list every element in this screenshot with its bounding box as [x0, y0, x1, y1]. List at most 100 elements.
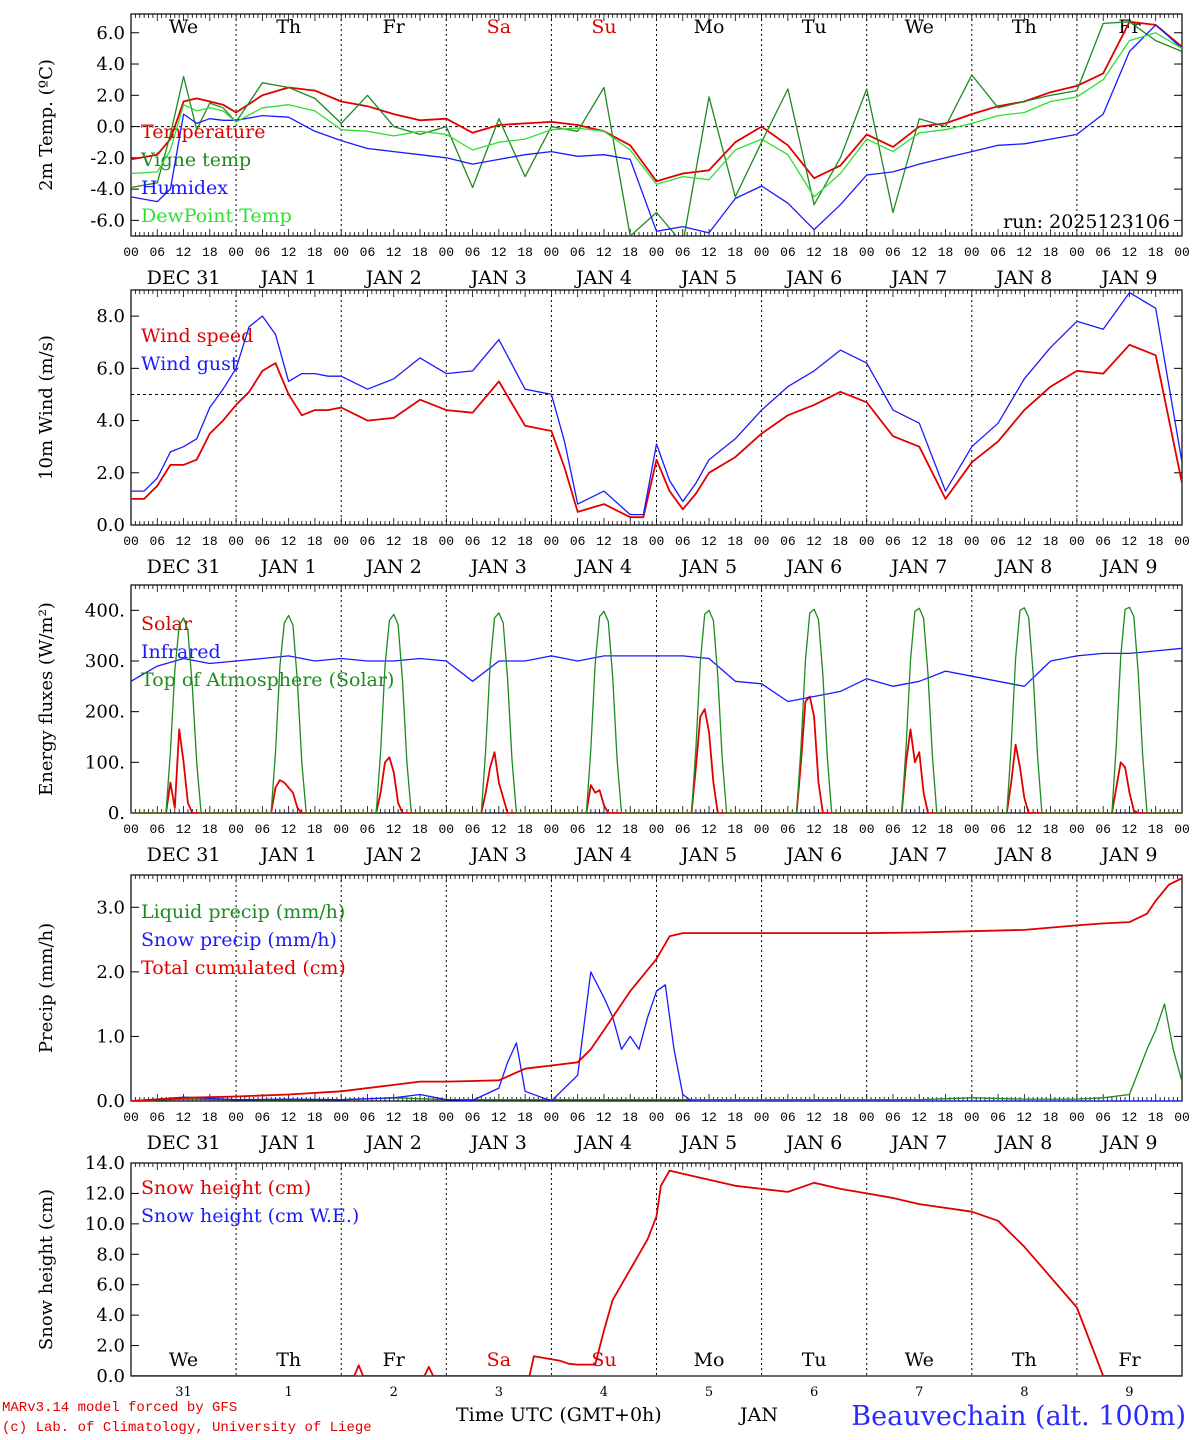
y-tick-label: 0.0 — [96, 1366, 125, 1387]
hour-label: 18 — [412, 822, 428, 837]
y-tick-label: 6.0 — [96, 1275, 125, 1296]
y-tick-label: 4.0 — [96, 54, 125, 75]
hour-label: 18 — [307, 1110, 323, 1125]
hour-label: 18 — [202, 822, 218, 837]
date-label: JAN 7 — [889, 267, 947, 289]
date-label: JAN 6 — [784, 1132, 842, 1154]
day-number-label: 1 — [285, 1385, 293, 1400]
y-tick-label: 300. — [85, 651, 125, 672]
y-tick-label: 200. — [85, 702, 125, 723]
hour-label: 18 — [622, 245, 638, 260]
day-number-label: 31 — [175, 1385, 192, 1400]
hour-label: 06 — [885, 822, 901, 837]
hour-label: 12 — [1017, 534, 1033, 549]
hour-label: 12 — [281, 1110, 297, 1125]
y-tick-label: 0. — [108, 803, 125, 824]
hour-label: 18 — [307, 534, 323, 549]
hour-label: 00 — [649, 534, 665, 549]
hour-label: 12 — [1017, 245, 1033, 260]
y-tick-label: 12.0 — [85, 1183, 125, 1204]
y-tick-label: 0.0 — [96, 1091, 125, 1112]
hour-label: 00 — [438, 822, 454, 837]
y-tick-label: -4.0 — [90, 179, 125, 200]
weekday-label: Tu — [802, 1349, 827, 1371]
hour-label: 00 — [859, 1110, 875, 1125]
y-axis-label: Precip (mm/h) — [36, 923, 57, 1053]
hour-label: 18 — [833, 822, 849, 837]
hour-label: 06 — [465, 822, 481, 837]
weekday-label: Fr — [383, 16, 406, 38]
hour-label: 00 — [228, 1110, 244, 1125]
date-label: JAN 6 — [784, 844, 842, 866]
y-tick-label: 14.0 — [85, 1153, 125, 1174]
hour-label: 06 — [149, 1110, 165, 1125]
hour-label: 00 — [544, 1110, 560, 1125]
date-label: JAN 2 — [364, 267, 422, 289]
hour-label: 00 — [228, 245, 244, 260]
hour-label: 06 — [1095, 1110, 1111, 1125]
legend-entry: Wind speed — [141, 325, 253, 347]
date-label: JAN 9 — [1099, 556, 1157, 578]
hour-label: 06 — [885, 245, 901, 260]
hour-label: 06 — [885, 534, 901, 549]
weekday-label: Su — [591, 16, 616, 38]
hour-label: 12 — [491, 534, 507, 549]
hour-label: 12 — [1122, 822, 1138, 837]
hour-label: 12 — [701, 245, 717, 260]
hour-label: 12 — [1017, 1110, 1033, 1125]
hour-label: 00 — [1174, 534, 1190, 549]
hour-label: 18 — [728, 245, 744, 260]
hour-label: 06 — [149, 245, 165, 260]
date-label: JAN 3 — [469, 1132, 527, 1154]
legend-entry: Snow height (cm) — [141, 1177, 311, 1199]
hour-label: 06 — [570, 822, 586, 837]
weekday-label: Tu — [802, 16, 827, 38]
run-label: run: 2025123106 — [1003, 211, 1170, 233]
date-label: JAN 9 — [1099, 844, 1157, 866]
series-line-solar — [131, 695, 1182, 813]
time-axis-label: Time UTC (GMT+0h) — [456, 1404, 662, 1426]
hour-label: 06 — [990, 822, 1006, 837]
hour-label: 06 — [360, 822, 376, 837]
date-label: JAN 1 — [259, 267, 317, 289]
hour-label: 00 — [964, 534, 980, 549]
y-axis-label: 2m Temp. (ºC) — [36, 59, 57, 191]
hour-label: 06 — [465, 245, 481, 260]
hour-label: 18 — [728, 822, 744, 837]
panel-wind: 0.0 2.0 4.0 6.0 8.0 10m Wind (m/s) 00 06 12 18 00 0… — [36, 289, 1190, 578]
date-label: JAN 7 — [889, 556, 947, 578]
lab-credit: (c) Lab. of Climatology, University of L… — [2, 1420, 372, 1436]
date-label: JAN 1 — [259, 556, 317, 578]
weekday-label: Fr — [1118, 16, 1141, 38]
hour-label: 06 — [255, 245, 271, 260]
day-number-label: 4 — [600, 1385, 608, 1400]
hour-label: 18 — [938, 534, 954, 549]
date-label: JAN 9 — [1099, 267, 1157, 289]
y-tick-label: 0.0 — [96, 515, 125, 536]
hour-label: 06 — [675, 1110, 691, 1125]
hour-label: 00 — [544, 822, 560, 837]
hour-label: 00 — [754, 245, 770, 260]
hour-label: 18 — [938, 245, 954, 260]
hour-label: 12 — [176, 534, 192, 549]
date-label: JAN 4 — [574, 556, 632, 578]
date-label: JAN 4 — [574, 844, 632, 866]
hour-label: 00 — [1069, 245, 1085, 260]
hour-label: 06 — [780, 534, 796, 549]
plot-frame — [130, 584, 1183, 814]
hour-label: 18 — [412, 245, 428, 260]
hour-label: 06 — [149, 822, 165, 837]
hour-label: 18 — [622, 534, 638, 549]
hour-label: 00 — [333, 245, 349, 260]
y-axis-label: Snow height (cm) — [36, 1189, 57, 1350]
hour-label: 18 — [1043, 245, 1059, 260]
hour-label: 06 — [255, 534, 271, 549]
series-line-humidex — [131, 24, 1182, 234]
hour-label: 12 — [176, 245, 192, 260]
legend-entry: Total cumulated (cm) — [141, 957, 346, 979]
hour-label: 00 — [123, 1110, 139, 1125]
hour-label: 00 — [649, 1110, 665, 1125]
hour-label: 18 — [412, 534, 428, 549]
y-tick-label: 2.0 — [96, 962, 125, 983]
y-tick-label: 100. — [85, 752, 125, 773]
